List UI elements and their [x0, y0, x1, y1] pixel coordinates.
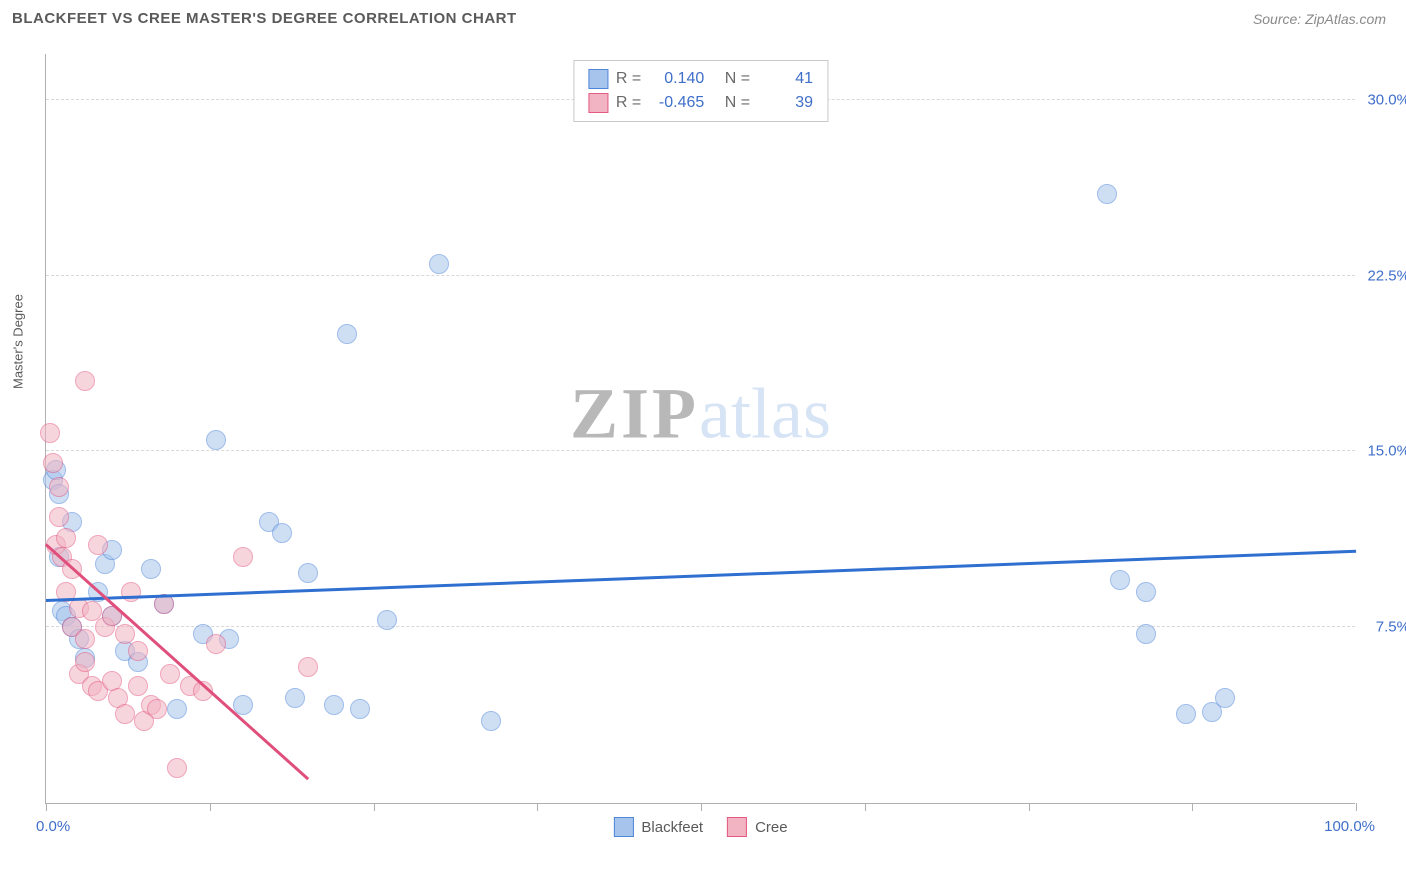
data-point	[1136, 624, 1156, 644]
stats-legend-box: R = 0.140 N = 41 R = -0.465 N = 39	[573, 60, 828, 122]
data-point	[128, 676, 148, 696]
n-value-cree: 39	[758, 94, 813, 112]
data-point	[147, 699, 167, 719]
data-point	[75, 652, 95, 672]
series-legend: Blackfeet Cree	[613, 817, 787, 837]
x-tick	[537, 803, 538, 811]
legend-label-cree: Cree	[755, 819, 788, 836]
r-label: R =	[616, 94, 641, 112]
r-value-blackfeet: 0.140	[649, 70, 704, 88]
data-point	[1136, 582, 1156, 602]
swatch-blackfeet	[588, 69, 608, 89]
data-point	[429, 254, 449, 274]
data-point	[167, 699, 187, 719]
swatch-cree	[588, 93, 608, 113]
data-point	[160, 664, 180, 684]
y-axis-title: Master's Degree	[11, 294, 26, 389]
header: BLACKFEET VS CREE MASTER'S DEGREE CORREL…	[0, 0, 1406, 33]
y-tick-label: 15.0%	[1367, 443, 1406, 460]
x-axis-max-label: 100.0%	[1324, 818, 1375, 835]
y-tick-label: 30.0%	[1367, 91, 1406, 108]
stats-row-blackfeet: R = 0.140 N = 41	[588, 67, 813, 91]
x-tick	[1356, 803, 1357, 811]
gridline: 22.5%	[46, 275, 1355, 276]
r-label: R =	[616, 70, 641, 88]
source-attribution: Source: ZipAtlas.com	[1253, 11, 1386, 27]
data-point	[49, 507, 69, 527]
data-point	[88, 535, 108, 555]
data-point	[40, 423, 60, 443]
data-point	[141, 559, 161, 579]
watermark: ZIPatlas	[570, 372, 831, 455]
data-point	[43, 453, 63, 473]
data-point	[481, 711, 501, 731]
n-value-blackfeet: 41	[758, 70, 813, 88]
watermark-light: atlas	[699, 373, 831, 453]
swatch-blackfeet	[613, 817, 633, 837]
data-point	[167, 758, 187, 778]
x-tick	[865, 803, 866, 811]
x-tick	[1029, 803, 1030, 811]
legend-label-blackfeet: Blackfeet	[641, 819, 703, 836]
chart-title: BLACKFEET VS CREE MASTER'S DEGREE CORREL…	[12, 10, 517, 27]
data-point	[1215, 688, 1235, 708]
data-point	[56, 528, 76, 548]
data-point	[233, 547, 253, 567]
data-point	[206, 634, 226, 654]
watermark-bold: ZIP	[570, 373, 699, 453]
data-point	[75, 629, 95, 649]
data-point	[75, 371, 95, 391]
r-value-cree: -0.465	[649, 94, 704, 112]
gridline: 7.5%	[46, 626, 1355, 627]
data-point	[206, 430, 226, 450]
data-point	[377, 610, 397, 630]
legend-item-cree: Cree	[727, 817, 788, 837]
x-tick	[374, 803, 375, 811]
legend-item-blackfeet: Blackfeet	[613, 817, 703, 837]
x-tick	[210, 803, 211, 811]
x-tick	[701, 803, 702, 811]
n-label: N =	[725, 94, 750, 112]
y-tick-label: 22.5%	[1367, 267, 1406, 284]
data-point	[1176, 704, 1196, 724]
data-point	[337, 324, 357, 344]
y-tick-label: 7.5%	[1376, 619, 1406, 636]
data-point	[1110, 570, 1130, 590]
gridline: 15.0%	[46, 450, 1355, 451]
data-point	[128, 641, 148, 661]
data-point	[350, 699, 370, 719]
data-point	[324, 695, 344, 715]
data-point	[1097, 184, 1117, 204]
swatch-cree	[727, 817, 747, 837]
data-point	[115, 704, 135, 724]
data-point	[272, 523, 292, 543]
data-point	[121, 582, 141, 602]
n-label: N =	[725, 70, 750, 88]
x-tick	[1192, 803, 1193, 811]
x-tick	[46, 803, 47, 811]
scatter-chart: Master's Degree 7.5%15.0%22.5%30.0% ZIPa…	[45, 54, 1355, 804]
stats-row-cree: R = -0.465 N = 39	[588, 91, 813, 115]
data-point	[298, 563, 318, 583]
data-point	[49, 477, 69, 497]
x-axis-min-label: 0.0%	[36, 818, 70, 835]
data-point	[298, 657, 318, 677]
data-point	[285, 688, 305, 708]
